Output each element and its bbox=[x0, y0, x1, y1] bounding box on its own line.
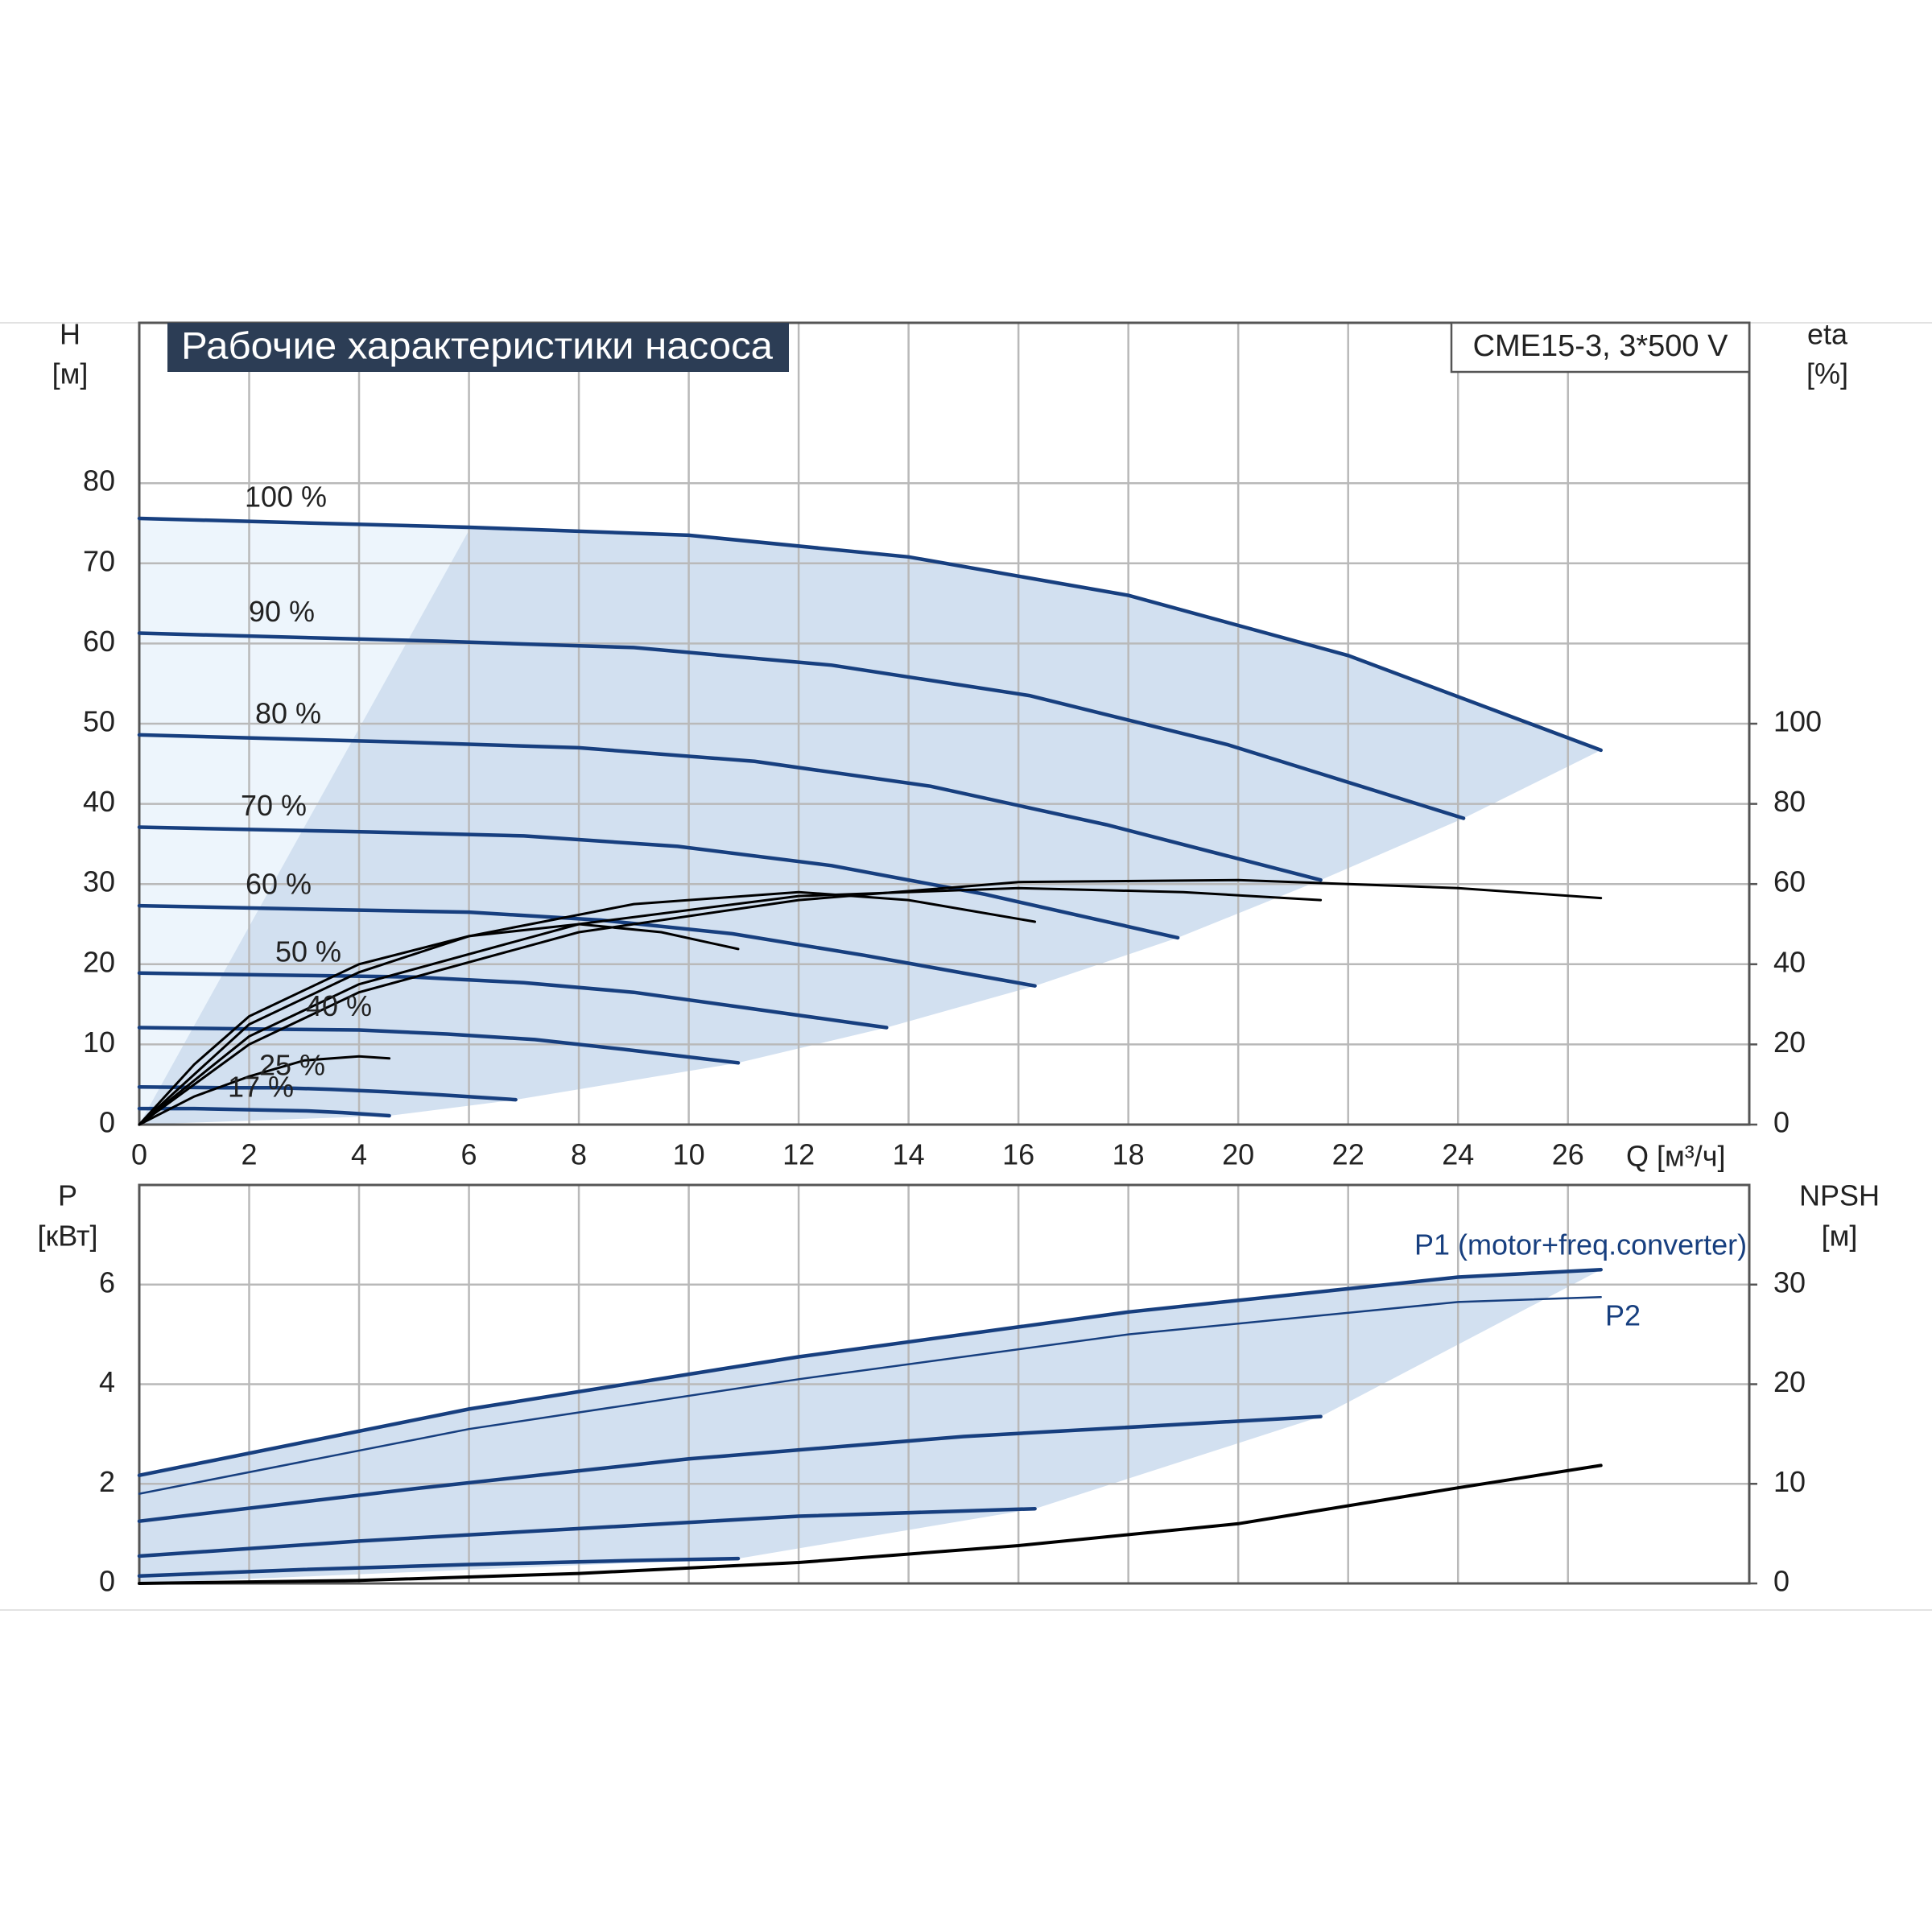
y-tick-label: 60 bbox=[83, 625, 115, 658]
x-tick-label: 26 bbox=[1552, 1138, 1584, 1171]
y-tick-label: 80 bbox=[83, 464, 115, 497]
curve-label: 100 % bbox=[245, 481, 327, 514]
y-tick-label: 70 bbox=[83, 544, 115, 577]
curve-label: 25 % bbox=[259, 1049, 325, 1082]
operating-range bbox=[139, 1269, 1601, 1583]
text-layer: Рабочие характеристики насоса CME15-3, 3… bbox=[37, 318, 1880, 1598]
curve bbox=[137, 516, 1603, 753]
y2-tick-label: 20 bbox=[1773, 1026, 1806, 1059]
curve bbox=[137, 1106, 391, 1118]
x-tick-label: 12 bbox=[782, 1138, 815, 1171]
curve bbox=[137, 825, 1180, 940]
curve-label: P1 (motor+freq.converter) bbox=[1414, 1228, 1747, 1261]
y-tick-label: 20 bbox=[83, 945, 115, 978]
curve-label: 17 % bbox=[228, 1071, 294, 1104]
y-axis-label: H bbox=[60, 318, 80, 351]
x-tick-label: 16 bbox=[1002, 1138, 1034, 1171]
curve-label: 40 % bbox=[306, 989, 372, 1022]
plot-frame bbox=[138, 1183, 1751, 1585]
x-tick-label: 8 bbox=[571, 1138, 587, 1171]
x-axis-label: Q [м³/ч] bbox=[1626, 1140, 1726, 1173]
y-tick-label: 6 bbox=[99, 1265, 115, 1298]
y2-axis-unit: [м] bbox=[1822, 1220, 1858, 1253]
secondary-curve bbox=[138, 1055, 391, 1126]
y2-tick-label: 10 bbox=[1773, 1465, 1806, 1498]
y-axis-unit: [кВт] bbox=[37, 1220, 97, 1253]
curve bbox=[137, 1506, 1037, 1558]
curve bbox=[138, 1295, 1602, 1495]
curve-label: 90 % bbox=[249, 595, 315, 628]
y-tick-label: 2 bbox=[99, 1465, 115, 1498]
y2-tick-label: 20 bbox=[1773, 1365, 1806, 1398]
y2-tick-label: 60 bbox=[1773, 865, 1806, 898]
curve-label: 50 % bbox=[275, 935, 341, 968]
y-tick-label: 30 bbox=[83, 865, 115, 898]
y-axis-unit: [м] bbox=[52, 357, 89, 390]
y2-tick-label: 0 bbox=[1773, 1106, 1790, 1139]
y2-axis-label: eta bbox=[1807, 318, 1848, 351]
y2-axis-label: NPSH bbox=[1799, 1179, 1880, 1212]
x-tick-label: 10 bbox=[673, 1138, 705, 1171]
chart-title: Рабочие характеристики насоса bbox=[181, 324, 774, 366]
secondary-curve bbox=[138, 923, 740, 1126]
y2-tick-label: 100 bbox=[1773, 705, 1822, 738]
x-tick-label: 0 bbox=[131, 1138, 147, 1171]
curve-label: 70 % bbox=[241, 789, 307, 822]
title-box bbox=[167, 323, 789, 372]
x-tick-label: 6 bbox=[461, 1138, 477, 1171]
secondary-curve bbox=[138, 878, 1603, 1126]
curve bbox=[137, 1556, 741, 1578]
model-label: CME15-3, 3*500 V bbox=[1473, 329, 1728, 363]
secondary-curve bbox=[138, 1463, 1603, 1585]
y-axis-label: P bbox=[58, 1179, 77, 1212]
x-tick-label: 24 bbox=[1442, 1138, 1474, 1171]
curve bbox=[137, 971, 889, 1030]
y-tick-label: 0 bbox=[99, 1565, 115, 1598]
y2-tick-label: 0 bbox=[1773, 1565, 1790, 1598]
curve bbox=[137, 1267, 1603, 1477]
secondary-curve bbox=[138, 890, 1037, 1126]
x-tick-label: 4 bbox=[351, 1138, 367, 1171]
y-tick-label: 0 bbox=[99, 1106, 115, 1139]
y-tick-label: 10 bbox=[83, 1026, 115, 1059]
y2-tick-label: 30 bbox=[1773, 1265, 1806, 1298]
x-tick-label: 20 bbox=[1222, 1138, 1254, 1171]
curve bbox=[137, 1414, 1323, 1523]
curve-label: 60 % bbox=[246, 868, 312, 901]
plot-frame bbox=[138, 321, 1751, 1126]
x-tick-label: 14 bbox=[893, 1138, 925, 1171]
curve-label: 80 % bbox=[255, 696, 321, 729]
y2-axis-unit: [%] bbox=[1806, 357, 1848, 390]
secondary-curve bbox=[138, 886, 1323, 1126]
x-tick-label: 18 bbox=[1113, 1138, 1145, 1171]
curve-label: P2 bbox=[1605, 1299, 1641, 1332]
y-tick-label: 50 bbox=[83, 705, 115, 738]
x-tick-label: 22 bbox=[1332, 1138, 1364, 1171]
operating-range bbox=[139, 518, 1601, 1125]
x-tick-label: 2 bbox=[242, 1138, 258, 1171]
y2-tick-label: 40 bbox=[1773, 945, 1806, 978]
grid-layer bbox=[138, 321, 1757, 1585]
curve bbox=[137, 631, 1466, 820]
y-tick-label: 40 bbox=[83, 785, 115, 818]
lines-layer bbox=[137, 516, 1603, 1585]
y2-tick-label: 80 bbox=[1773, 785, 1806, 818]
y-tick-label: 4 bbox=[99, 1365, 115, 1398]
curve bbox=[137, 1026, 741, 1065]
model-box bbox=[1450, 321, 1751, 374]
curve bbox=[137, 733, 1323, 882]
